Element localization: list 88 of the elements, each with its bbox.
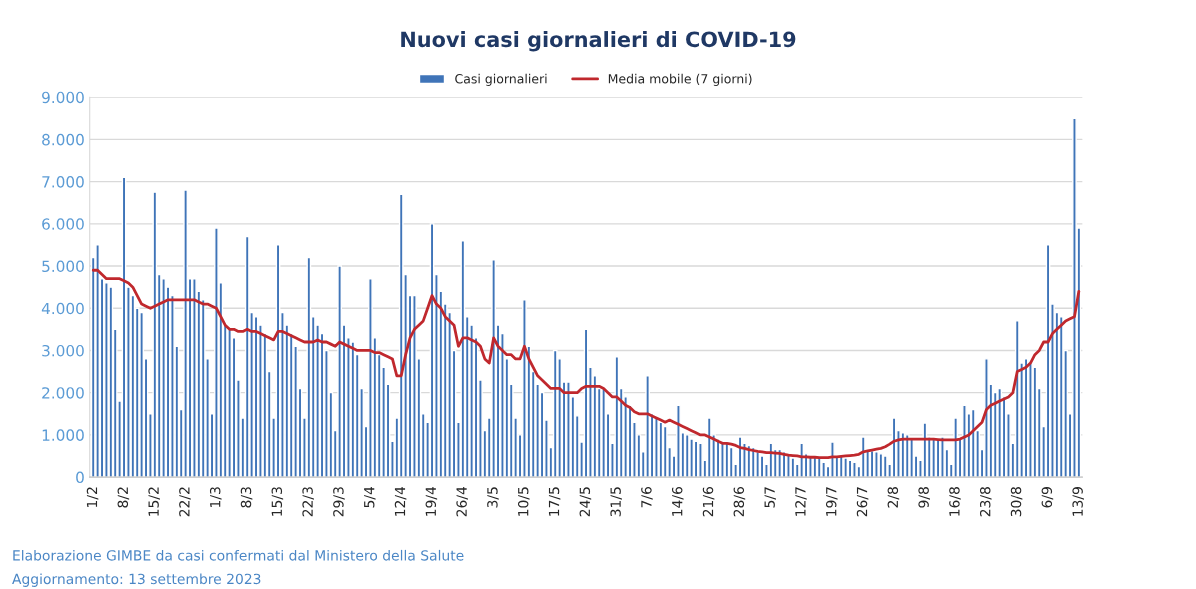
- bar: [658, 421, 664, 478]
- x-tick-label: 10/5: [517, 487, 530, 516]
- x-tick-label: 12/4: [394, 486, 407, 516]
- bar: [852, 461, 857, 478]
- bar: [1072, 117, 1077, 478]
- bar: [601, 387, 606, 478]
- y-tick-label: 5.000: [42, 260, 84, 273]
- bar: [874, 451, 879, 478]
- x-tick-label: 21/6: [702, 486, 715, 517]
- x-tick-label: 31/5: [610, 487, 622, 517]
- chart-title: Nuovi casi giornalieri di COVID-19: [401, 31, 796, 52]
- bar: [460, 240, 466, 478]
- x-tick-label: 15/2: [148, 487, 160, 516]
- x-tick-label: 22/2: [179, 487, 191, 517]
- x-tick-label: 23/8: [979, 487, 992, 517]
- x-tick-label: 3/5: [487, 487, 499, 508]
- x-tick-label: 16/8: [949, 487, 961, 516]
- x-tick-label: 1/3: [209, 487, 222, 507]
- y-tick-label: 7.000: [42, 176, 84, 188]
- y-tick-label: 2.000: [42, 387, 84, 399]
- x-tick-label: 14/6: [671, 486, 684, 516]
- x-tick-label: 12/7: [795, 487, 807, 516]
- text: Aggiornamento: 13 settembre 2023: [12, 573, 261, 587]
- bar: [997, 387, 1003, 478]
- x-tick-label: 9/8: [918, 487, 930, 508]
- x-tick-label: 2/8: [887, 487, 900, 508]
- x-tick-label: 5/4: [364, 486, 376, 508]
- x-tick-label: 26/7: [856, 487, 869, 517]
- bar: [95, 244, 100, 478]
- bar: [821, 461, 826, 478]
- bar: [830, 441, 835, 478]
- bar: [139, 311, 144, 478]
- y-tick-label: 4.000: [41, 302, 84, 315]
- bar: [368, 278, 373, 478]
- bar: [662, 425, 668, 478]
- y-tick-label: 0: [76, 471, 84, 484]
- bar: [689, 438, 694, 478]
- legend-label: Media mobile (7 giorni): [608, 73, 752, 86]
- bar: [152, 191, 158, 478]
- bar: [953, 417, 958, 478]
- x-tick-label: 15/3: [271, 487, 284, 516]
- bar: [755, 451, 760, 478]
- bar: [799, 442, 804, 478]
- text: Elaborazione GIMBE da casi confermati dal Ministero della Salute: [13, 549, 464, 561]
- x-tick-label: 19/7: [825, 487, 838, 516]
- bar: [183, 189, 188, 478]
- bar: [940, 436, 945, 478]
- bar: [244, 235, 250, 478]
- bar: [1028, 362, 1033, 478]
- bar: [931, 438, 936, 478]
- bar: [161, 278, 166, 478]
- x-tick-label: 7/6: [641, 486, 653, 508]
- line-series: [91, 268, 1081, 460]
- x-tick-label: 13/9: [1072, 487, 1084, 516]
- bar: [909, 438, 914, 478]
- bar: [491, 259, 496, 478]
- x-tick-label: 5/7: [764, 487, 776, 508]
- bar: [962, 404, 967, 478]
- bar: [698, 442, 703, 478]
- y-tick-label: 9.000: [42, 91, 84, 104]
- bar: [108, 286, 114, 478]
- legend-label: Casi giornalieri: [455, 73, 547, 86]
- x-tick-label: 19/4: [425, 486, 438, 516]
- x-tick-label: 22/3: [302, 487, 314, 517]
- x-tick-label: 29/3: [333, 487, 345, 517]
- bar: [306, 256, 312, 478]
- bar: [984, 358, 989, 478]
- bar: [843, 457, 848, 478]
- x-tick-label: 8/3: [240, 487, 253, 508]
- x-tick-label: 6/9: [1041, 487, 1054, 508]
- bar: [227, 328, 232, 478]
- y-tick-label: 6.000: [42, 218, 84, 230]
- bar: [614, 356, 620, 478]
- bar: [350, 341, 356, 478]
- x-tick-label: 30/8: [1010, 487, 1023, 517]
- bar: [882, 455, 888, 478]
- x-tick-label: 26/4: [456, 486, 468, 517]
- y-tick-label: 8.000: [42, 133, 84, 146]
- bar: [645, 375, 650, 478]
- y-tick-label: 3.000: [42, 344, 84, 357]
- x-tick-label: 1/2: [86, 487, 99, 507]
- x-tick-label: 24/5: [579, 487, 592, 517]
- y-tick-label: 1.000: [42, 429, 84, 441]
- x-tick-label: 8/2: [117, 487, 130, 508]
- x-tick-label: 17/5: [548, 487, 561, 516]
- bar: [337, 265, 342, 478]
- bar: [728, 446, 734, 478]
- x-tick-label: 28/6: [733, 486, 746, 517]
